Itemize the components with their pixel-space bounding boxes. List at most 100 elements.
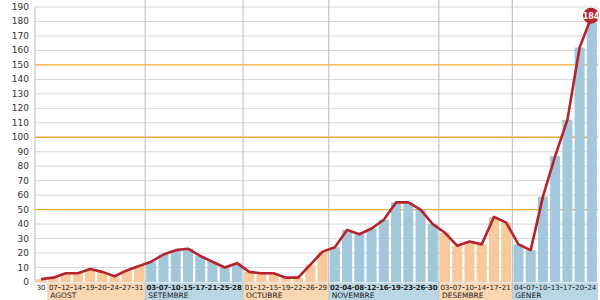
y-tick-label: 80 [18, 161, 30, 171]
bar [403, 202, 413, 282]
grid-line [35, 195, 598, 196]
y-tick-label: 160 [12, 45, 29, 55]
x-tick-label: 30 [37, 284, 46, 292]
bar [440, 233, 450, 282]
x-tick-label: 25 [220, 284, 230, 292]
bar [367, 228, 377, 282]
x-tick-label: 27 [122, 284, 131, 292]
bar [342, 230, 352, 282]
month-label: GENER [515, 291, 541, 300]
grid-line [35, 108, 598, 109]
x-tick-label: 19 [281, 284, 290, 292]
grid-line [35, 151, 598, 152]
bar [195, 256, 205, 282]
y-tick-label: 40 [18, 219, 30, 229]
bar [171, 250, 181, 282]
x-tick-label: 16 [379, 284, 389, 292]
bar [464, 241, 474, 282]
bar [587, 16, 597, 282]
x-tick-label: 31 [135, 284, 144, 292]
y-tick-label: 30 [18, 234, 30, 244]
y-tick-label: 130 [12, 89, 29, 99]
bar [220, 268, 230, 282]
x-tick-label: 22 [294, 284, 303, 292]
x-tick-label: 19 [86, 284, 95, 292]
grid-line [35, 35, 598, 36]
grid-line [35, 180, 598, 181]
x-tick-label: 24 [587, 284, 596, 292]
plot-area [36, 16, 597, 282]
grid-line [35, 64, 598, 65]
bar [526, 250, 536, 282]
chart: 0102030405060708090100110120130140150160… [0, 0, 600, 300]
y-tick-label: 170 [12, 31, 29, 41]
x-tick-label: 17 [195, 284, 205, 292]
x-tick-label: 21 [502, 284, 511, 292]
y-tick-label: 0 [23, 277, 29, 287]
month-label: OCTUBRE [246, 291, 283, 300]
bar [158, 255, 168, 283]
bar [428, 224, 438, 282]
bar [379, 220, 389, 282]
bar [452, 246, 462, 282]
grid-line [35, 166, 598, 167]
x-tick-label: 19 [391, 284, 401, 292]
month-band [512, 283, 598, 300]
bar [391, 202, 401, 282]
y-tick-label: 60 [18, 190, 30, 200]
y-tick-label: 20 [18, 248, 30, 258]
y-tick-label: 190 [12, 2, 29, 12]
month-separator [145, 0, 146, 300]
y-tick-label: 90 [18, 147, 30, 157]
month-band [47, 283, 145, 300]
x-tick-label: 26 [416, 284, 426, 292]
y-tick-label: 110 [12, 118, 29, 128]
line [41, 16, 592, 279]
x-tick-label: 30 [428, 284, 438, 292]
grid-line [35, 50, 598, 51]
x-tick-label: 17 [490, 284, 499, 292]
bar [513, 244, 523, 282]
month-separator [512, 0, 513, 300]
x-tick-label: 24 [110, 284, 119, 292]
x-tick-label: 20 [575, 284, 584, 292]
month-band [145, 283, 243, 300]
value-label-bg [583, 8, 599, 24]
y-axis [35, 7, 36, 282]
bar [501, 223, 511, 282]
grid-line [35, 137, 598, 138]
y-tick-label: 10 [18, 263, 30, 273]
bar [416, 210, 426, 282]
month-label: DESEMBRE [442, 291, 484, 300]
bar [550, 156, 560, 282]
month-band [243, 283, 329, 300]
y-tick-label: 100 [12, 132, 29, 142]
bar [183, 249, 193, 282]
month-band [439, 283, 512, 300]
x-tick-label: 23 [403, 284, 413, 292]
bar [330, 247, 340, 282]
month-band [329, 283, 439, 300]
bar [146, 262, 156, 282]
y-tick-label: 70 [18, 176, 30, 186]
x-tick-label: 21 [208, 284, 218, 292]
y-tick-label: 50 [18, 205, 30, 215]
grid-line [35, 209, 598, 210]
x-tick-label: 13 [551, 284, 560, 292]
x-tick-label: 26 [306, 284, 315, 292]
x-tick-label: 29 [318, 284, 327, 292]
x-tick-label: 28 [232, 284, 242, 292]
x-tick-label: 20 [98, 284, 107, 292]
y-tick-label: 120 [12, 103, 29, 113]
month-separator [438, 0, 439, 300]
grid-line [35, 79, 598, 80]
month-label: NOVEMBRE [332, 291, 375, 300]
bar [477, 244, 487, 282]
bar [562, 120, 572, 282]
grid-line [35, 93, 598, 94]
month-separator [328, 0, 329, 300]
month-label: SETEMBRE [148, 291, 189, 300]
month-separator [243, 0, 244, 300]
x-tick-label: 17 [563, 284, 572, 292]
y-tick-label: 180 [12, 16, 29, 26]
